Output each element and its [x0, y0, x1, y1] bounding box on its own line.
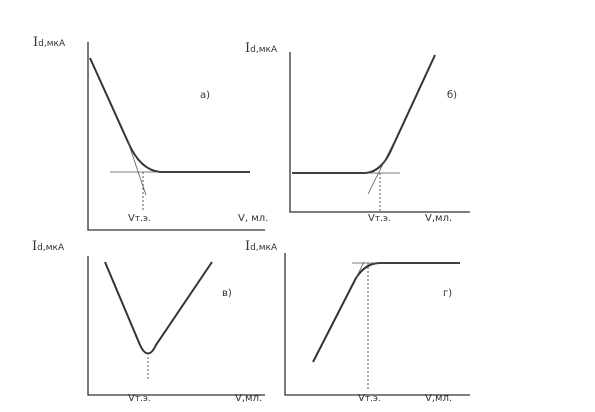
svg-text:Id,мкА: Id,мкА: [245, 239, 278, 254]
svg-text:Id,мкА: Id,мкА: [33, 35, 66, 50]
y-label: I: [245, 239, 250, 254]
x-label: V, мл.: [238, 213, 268, 224]
svg-text:Vт.э.: Vт.э.: [128, 393, 151, 404]
svg-text:Id,мкА: Id,мкА: [245, 41, 278, 56]
panel-letter: г): [443, 288, 452, 299]
panel-letter: а): [200, 90, 210, 101]
panel-letter: б): [447, 90, 457, 101]
y-label-sub: d,мкА: [37, 243, 65, 253]
tangent: [292, 141, 400, 195]
svg-text:Vт.э.: Vт.э.: [368, 213, 391, 224]
marker-label: V: [128, 393, 135, 404]
svg-text:Vт.э.: Vт.э.: [128, 213, 151, 224]
axes: [289, 52, 470, 213]
marker-label: V: [358, 393, 365, 404]
axes: [87, 42, 265, 231]
curve: [312, 261, 460, 363]
marker-label-sub: т.э.: [135, 214, 151, 224]
tangent: [110, 141, 250, 196]
marker-label-sub: т.э.: [375, 214, 391, 224]
axes: [284, 253, 470, 396]
panel-b: Id,мкА б) Vт.э. V,мл.: [245, 41, 470, 224]
panel-a: Id,мкА а) Vт.э. V, мл.: [33, 35, 268, 231]
marker-label: V: [368, 213, 375, 224]
curve: [104, 261, 213, 355]
x-label: V,мл.: [235, 393, 262, 404]
marker-label-sub: т.э.: [365, 394, 381, 404]
curve: [292, 54, 436, 174]
x-label: V,мл.: [425, 213, 452, 224]
axes: [87, 256, 265, 396]
marker-label-sub: т.э.: [135, 394, 151, 404]
y-label: I: [32, 239, 37, 254]
y-label-sub: d,мкА: [38, 39, 66, 49]
svg-text:Id,мкА: Id,мкА: [32, 239, 65, 254]
panel-c: Id,мкА в) Vт.э. V,мл.: [32, 239, 265, 404]
svg-text:Vт.э.: Vт.э.: [358, 393, 381, 404]
tangent: [352, 261, 460, 279]
y-label: I: [245, 41, 250, 56]
x-label: V,мл.: [425, 393, 452, 404]
y-label: I: [33, 35, 38, 50]
y-label-sub: d,мкА: [250, 45, 278, 55]
panel-letter: в): [222, 288, 232, 299]
curve: [89, 57, 250, 173]
marker-label: V: [128, 213, 135, 224]
y-label-sub: d,мкА: [250, 243, 278, 253]
panel-d: Id,мкА г) Vт.э. V,мл.: [245, 239, 470, 404]
